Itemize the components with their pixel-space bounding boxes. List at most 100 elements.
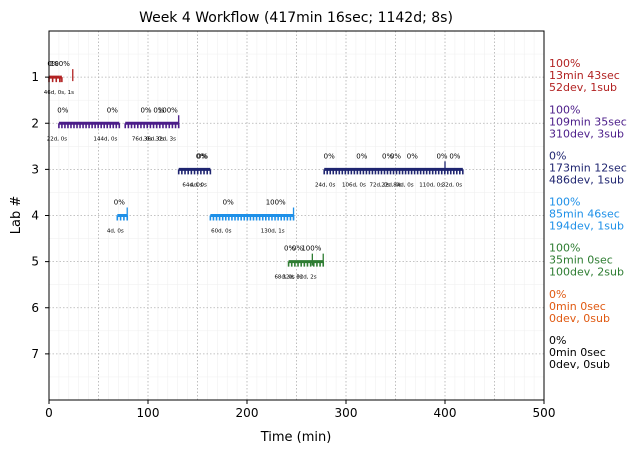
summary-line: 0dev, 0sub <box>549 358 610 371</box>
lower-count-label: 22d, 0s <box>47 136 67 142</box>
lower-count-label: 22d, 0s <box>381 182 401 188</box>
x-tick-label: 400 <box>434 406 457 420</box>
x-tick-label: 200 <box>236 406 259 420</box>
chart-title: Week 4 Workflow (417min 16sec; 1142d; 8s… <box>139 10 453 26</box>
lower-count-label: 76d, 0s <box>132 136 152 142</box>
lower-count-label: 32d, 3s <box>156 136 176 142</box>
lab-4-segment <box>210 214 294 217</box>
lower-count-label: 130d, 1s <box>261 229 285 235</box>
upper-percent-label: 0% <box>390 152 401 160</box>
lower-count-label: 46d, 0s, 1s <box>44 90 74 96</box>
upper-percent-label: 0% <box>292 245 303 253</box>
upper-percent-label: 0% <box>356 152 367 160</box>
upper-percent-label: 0% <box>324 152 335 160</box>
summary-line: 100% <box>549 196 580 209</box>
upper-percent-label: 0% <box>107 106 118 114</box>
y-tick-label: 7 <box>31 347 39 361</box>
upper-percent-label: 0% <box>140 106 151 114</box>
x-tick-label: 300 <box>335 406 358 420</box>
summary-line: 100dev, 2sub <box>549 266 624 279</box>
lab-5-segment <box>288 260 324 264</box>
summary-line: 173min 12sec <box>549 161 627 174</box>
upper-percent-label: 0% <box>407 152 418 160</box>
summary-line: 486dev, 1sub <box>549 173 624 186</box>
summary-line: 13min 43sec <box>549 69 620 82</box>
upper-percent-label: 100% <box>266 199 286 207</box>
lower-count-label: 32d, 0s <box>442 182 462 188</box>
lower-count-label: 84d, 0s <box>393 182 413 188</box>
lower-count-label: 60d, 0s <box>211 229 231 235</box>
summary-line: 0% <box>549 334 566 347</box>
upper-percent-label: 0% <box>449 152 460 160</box>
lower-count-label: 32d, 0s <box>282 275 302 281</box>
summary-line: 0min 0sec <box>549 300 606 313</box>
lower-count-label: 144d, 0s <box>94 136 118 142</box>
lab-1-segment <box>59 75 62 79</box>
lab-1-segment <box>49 75 60 79</box>
summary-line: 35min 0sec <box>549 254 613 267</box>
upper-percent-label: 0% <box>436 152 447 160</box>
grid-layer <box>49 31 544 400</box>
upper-percent-label: 100% <box>50 60 70 68</box>
lower-count-label: 36d, 0s <box>144 136 164 142</box>
y-tick-label: 2 <box>31 116 39 130</box>
upper-percent-label: 0% <box>382 152 393 160</box>
y-axis-label: Lab # <box>9 196 24 235</box>
lower-count-label: 4d, 0s <box>190 182 207 188</box>
lower-count-label: 32d, 2s <box>296 275 316 281</box>
upper-percent-label: 0% <box>57 106 68 114</box>
data-layer: 0%100%46d, 0s, 1s0% 0% 0% 0%100%22d, 0s 144d… <box>44 60 464 281</box>
upper-percent-label: 0% <box>47 60 58 68</box>
upper-percent-label: 0% <box>223 199 234 207</box>
lower-count-label: 24d, 0s <box>315 182 335 188</box>
summary-line: 100% <box>549 57 580 70</box>
y-tick-label: 5 <box>31 255 39 269</box>
x-tick-label: 100 <box>137 406 160 420</box>
lower-count-label: 4d, 0s <box>107 229 124 235</box>
lab-1-lane: 0%100% 46d, 0s, 1s <box>44 60 74 96</box>
summary-line: 194dev, 1sub <box>549 220 624 233</box>
lower-count-label: 64d, 0s <box>182 182 202 188</box>
summary-line: 100% <box>549 242 580 255</box>
upper-percent-label: 0% <box>284 245 295 253</box>
lower-count-label: 68d, 0s <box>274 275 294 281</box>
x-tick-label: 0 <box>45 406 53 420</box>
lab-4-segment <box>117 214 128 217</box>
summary-line: 0min 0sec <box>549 346 606 359</box>
lab-4-lane: 0% 0% 100% 4d, 0s 60d, 0s 130d, 1s <box>107 199 295 235</box>
x-tick-label: 500 <box>533 406 556 420</box>
upper-percent-label: 0% <box>196 152 207 160</box>
lab-2-segment <box>125 121 179 125</box>
y-tick-label: 3 <box>31 162 39 176</box>
lower-count-label: 72d, 0s <box>369 182 389 188</box>
summary-line: 100% <box>549 103 580 116</box>
summary-line: 0dev, 0sub <box>549 312 610 325</box>
summary-line: 109min 35sec <box>549 115 627 128</box>
upper-percent-label: 100% <box>158 106 178 114</box>
summary-line: 85min 46sec <box>549 208 620 221</box>
x-axis-label: Time (min) <box>260 430 332 445</box>
lower-count-label: 106d, 0s <box>342 182 366 188</box>
axis-layer: 0 100 200 300 400 500 1 2 3 4 5 6 7 <box>31 70 555 420</box>
lower-count-label: 110d, 0s <box>419 182 443 188</box>
upper-percent-label: 0% <box>197 152 208 160</box>
upper-percent-label: 0% <box>114 199 125 207</box>
upper-percent-label: 0% <box>153 106 164 114</box>
summary-line: 52dev, 1sub <box>549 81 617 94</box>
upper-percent-label: 100% <box>301 245 321 253</box>
y-tick-label: 4 <box>31 209 39 223</box>
y-tick-label: 6 <box>31 301 39 315</box>
y-tick-label: 1 <box>31 70 39 84</box>
